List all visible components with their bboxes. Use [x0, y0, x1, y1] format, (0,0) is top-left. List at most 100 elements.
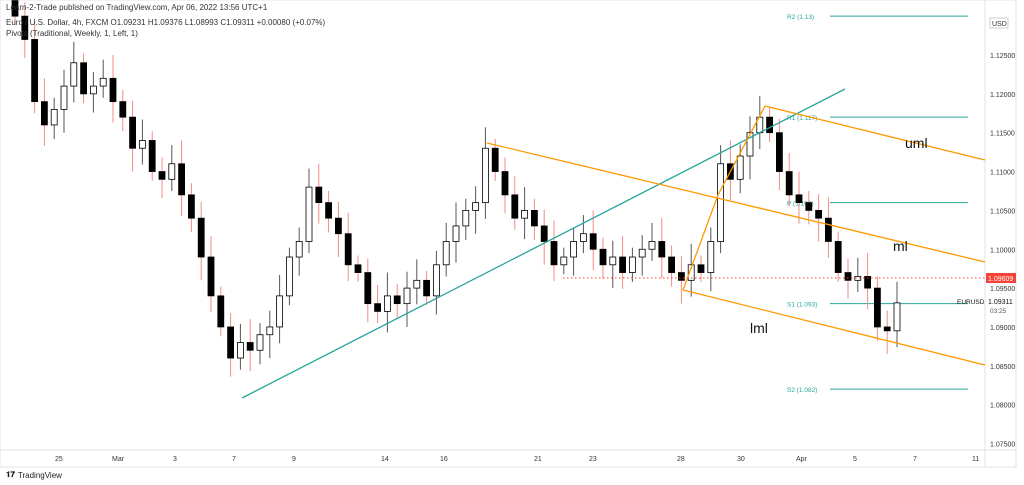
candle-body[interactable] [844, 272, 852, 281]
candle-body[interactable] [717, 163, 724, 242]
candle-body[interactable] [178, 163, 186, 196]
candle-body[interactable] [599, 248, 607, 266]
candle-body[interactable] [472, 202, 480, 211]
candle-body[interactable] [364, 272, 372, 305]
candle-body[interactable] [609, 256, 617, 266]
lower-median-line[interactable] [682, 289, 986, 366]
candle-body[interactable] [187, 194, 195, 219]
candle-body[interactable] [481, 147, 489, 204]
candle-body[interactable] [344, 233, 352, 266]
candle-body[interactable] [99, 77, 107, 87]
candle-body[interactable] [619, 256, 626, 273]
candle-body[interactable] [462, 209, 470, 227]
candle-body[interactable] [442, 241, 450, 266]
candle-body[interactable] [227, 326, 235, 359]
candle-body[interactable] [580, 233, 587, 242]
candle-body[interactable] [825, 217, 832, 242]
candle-body[interactable] [648, 241, 656, 250]
candle-body[interactable] [687, 264, 695, 281]
candle-body[interactable] [354, 264, 362, 273]
median-line[interactable] [486, 142, 986, 263]
candle-body[interactable] [374, 303, 382, 312]
candle-body[interactable] [864, 276, 871, 289]
candle-body[interactable] [31, 39, 39, 103]
candle-body[interactable] [570, 241, 577, 258]
candle-body[interactable] [795, 194, 803, 204]
candle-body[interactable] [148, 140, 156, 172]
candle-body[interactable] [315, 186, 323, 204]
candle-body[interactable] [668, 256, 675, 273]
candle-body[interactable] [531, 209, 538, 227]
candle-body[interactable] [207, 256, 215, 297]
candle-body[interactable] [197, 217, 205, 258]
candle-body[interactable] [697, 264, 705, 273]
candle-body[interactable] [403, 287, 411, 305]
candle-body[interactable] [766, 116, 773, 134]
candle-body[interactable] [883, 326, 891, 332]
candle-body[interactable] [815, 209, 822, 219]
candle-body[interactable] [70, 62, 78, 87]
pitchfork-handle[interactable] [682, 105, 766, 291]
candle-body[interactable] [383, 295, 391, 312]
candle-body[interactable] [168, 163, 176, 180]
candle-body[interactable] [276, 295, 284, 328]
candle-body[interactable] [678, 272, 685, 281]
symbol-legend[interactable]: Euro / U.S. Dollar, 4h, FXCM O1.09231 H1… [6, 18, 326, 27]
currency-badge[interactable] [989, 17, 1009, 29]
candle-body[interactable] [854, 276, 862, 281]
candle-body[interactable] [550, 241, 558, 266]
candle-body[interactable] [266, 326, 274, 336]
candle-body[interactable] [217, 295, 225, 328]
candle-body[interactable] [60, 85, 68, 110]
candle-body[interactable] [491, 147, 499, 172]
candle-body[interactable] [256, 334, 264, 351]
candle-body[interactable] [334, 217, 342, 235]
logo-text: TradingView [17, 470, 62, 480]
candle-body[interactable] [452, 225, 460, 242]
candle-body[interactable] [638, 248, 646, 258]
candle-body[interactable] [658, 241, 666, 258]
candle-body[interactable] [119, 101, 127, 118]
candle-body[interactable] [246, 342, 254, 351]
candle-body[interactable] [834, 241, 842, 273]
candle-body[interactable] [295, 241, 303, 258]
candle-body[interactable] [776, 132, 783, 172]
candle-body[interactable] [80, 62, 87, 95]
candle-body[interactable] [158, 171, 166, 180]
candle-body[interactable] [50, 108, 58, 126]
candle-body[interactable] [109, 77, 117, 103]
candle-body[interactable] [138, 140, 146, 149]
candle-body[interactable] [423, 279, 431, 297]
candle-body[interactable] [511, 194, 519, 219]
tradingview-logo[interactable]: 𝟏𝟕 TradingView [6, 470, 62, 480]
candle-body[interactable] [746, 132, 754, 157]
trendline[interactable] [241, 88, 846, 399]
candle-body[interactable] [305, 186, 313, 242]
candle-body[interactable] [285, 256, 293, 297]
candle-body[interactable] [589, 233, 597, 250]
candle-body[interactable] [501, 171, 509, 196]
candle-body[interactable] [325, 202, 333, 219]
candle-body[interactable] [413, 279, 421, 289]
candle-body[interactable] [90, 85, 97, 95]
candle-body[interactable] [785, 171, 793, 196]
candle-body[interactable] [129, 116, 137, 149]
candle-body[interactable] [521, 209, 528, 219]
candle-body[interactable] [560, 256, 568, 266]
candle-body[interactable] [707, 241, 715, 273]
candle-body[interactable] [236, 342, 244, 359]
candle-body[interactable] [629, 256, 636, 273]
candle-body[interactable] [874, 287, 881, 328]
candle-body[interactable] [805, 202, 813, 211]
indicator-legend[interactable]: Pivots (Traditional, Weekly, 1, Left, 1) [6, 29, 138, 38]
candle-body[interactable] [736, 155, 744, 180]
candle-body[interactable] [41, 101, 48, 126]
candle-body[interactable] [540, 225, 548, 242]
candle-body[interactable] [21, 15, 29, 40]
candle-body[interactable] [393, 295, 401, 305]
upper-median-line[interactable] [764, 105, 986, 161]
candle-body[interactable] [432, 264, 440, 297]
candle-body[interactable] [893, 302, 901, 332]
candle-body[interactable] [11, 0, 19, 17]
